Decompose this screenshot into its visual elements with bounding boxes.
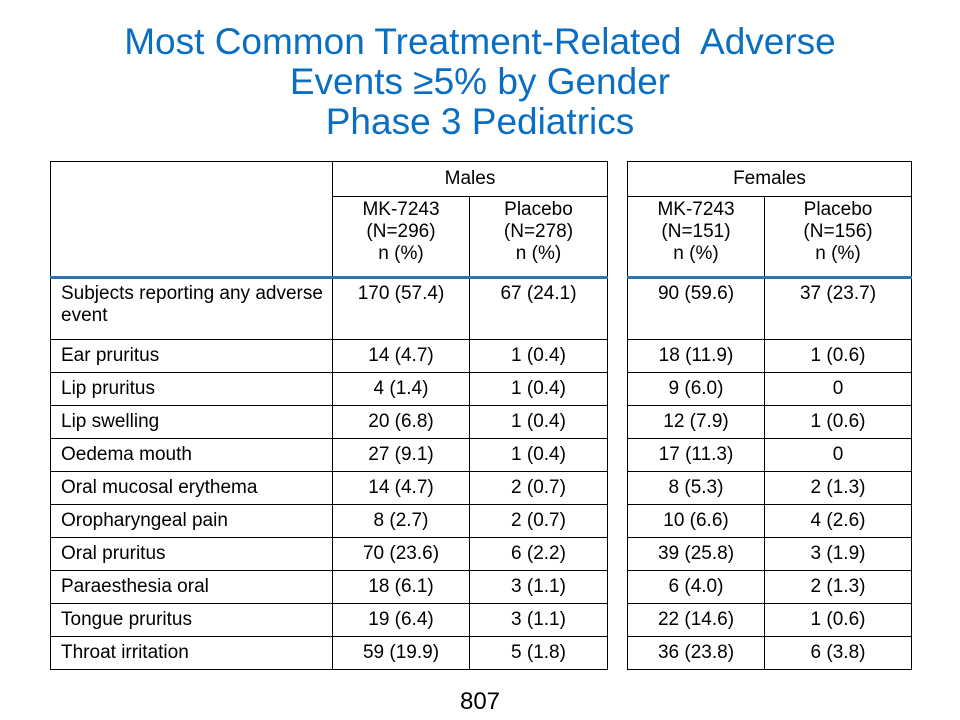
row-label: Paraesthesia oral [50, 570, 333, 604]
males-mk-value: 18 (6.1) [332, 570, 470, 604]
males-table: Males MK-7243 (N=296) n (%) Placebo (N=2… [50, 161, 608, 670]
table-row: Oral pruritus 70 (23.6) 6 (2.2) [50, 537, 608, 571]
males-placebo-value: 3 (1.1) [469, 570, 608, 604]
males-mk-value: 8 (2.7) [332, 504, 470, 538]
males-group-header: Males [332, 161, 608, 197]
males-mk-value: 70 (23.6) [332, 537, 470, 571]
males-placebo-value: 3 (1.1) [469, 603, 608, 637]
males-mk-value: 14 (4.7) [332, 471, 470, 505]
males-mk-value: 20 (6.8) [332, 405, 470, 439]
females-mk-value: 9 (6.0) [627, 372, 765, 406]
table-row: Ear pruritus 14 (4.7) 1 (0.4) [50, 339, 608, 373]
row-label: Oral pruritus [50, 537, 333, 571]
males-mk-value: 14 (4.7) [332, 339, 470, 373]
table-row: Oropharyngeal pain 8 (2.7) 2 (0.7) [50, 504, 608, 538]
females-mk-value: 12 (7.9) [627, 405, 765, 439]
males-mk-value: 19 (6.4) [332, 603, 470, 637]
males-placebo-value: 1 (0.4) [469, 438, 608, 472]
females-placebo-value: 6 (3.8) [763, 636, 913, 670]
table-row: 9 (6.0) 0 [627, 372, 913, 406]
males-placebo-value: 1 (0.4) [469, 339, 608, 373]
females-mk-header: MK-7243 (N=151) n (%) [627, 196, 765, 279]
slide-title: Most Common Treatment-Related Adverse Ev… [0, 22, 960, 142]
row-label: Throat irritation [50, 636, 333, 670]
females-placebo-value: 0 [763, 372, 913, 406]
females-mk-value: 36 (23.8) [627, 636, 765, 670]
females-mk-value: 39 (25.8) [627, 537, 765, 571]
title-line-1: Most Common Treatment-Related Adverse [124, 21, 836, 62]
table-row: 6 (4.0) 2 (1.3) [627, 570, 913, 604]
females-mk-value: 8 (5.3) [627, 471, 765, 505]
page-number: 807 [459, 688, 501, 715]
females-mk-value: 18 (11.9) [627, 339, 765, 373]
title-line-2: Events ≥5% by Gender [289, 61, 671, 102]
table-row: Paraesthesia oral 18 (6.1) 3 (1.1) [50, 570, 608, 604]
females-placebo-value: 1 (0.6) [763, 339, 913, 373]
females-table: Females MK-7243 (N=151) n (%) Placebo (N… [626, 161, 913, 670]
males-placebo-value: 67 (24.1) [469, 277, 608, 340]
females-mk-value: 22 (14.6) [627, 603, 765, 637]
females-mk-value: 90 (59.6) [627, 277, 765, 340]
table-row: 17 (11.3) 0 [627, 438, 913, 472]
table-row: 90 (59.6) 37 (23.7) [627, 277, 913, 340]
row-label: Ear pruritus [50, 339, 333, 373]
table-row: 39 (25.8) 3 (1.9) [627, 537, 913, 571]
females-placebo-value: 2 (1.3) [763, 570, 913, 604]
males-mk-value: 27 (9.1) [332, 438, 470, 472]
males-mk-value: 59 (19.9) [332, 636, 470, 670]
empty-header-cell [50, 161, 333, 279]
males-mk-value: 170 (57.4) [332, 277, 470, 340]
table-row: Oral mucosal erythema 14 (4.7) 2 (0.7) [50, 471, 608, 505]
table-row: Throat irritation 59 (19.9) 5 (1.8) [50, 636, 608, 670]
males-placebo-value: 2 (0.7) [469, 471, 608, 505]
table-row: 8 (5.3) 2 (1.3) [627, 471, 913, 505]
females-mk-value: 17 (11.3) [627, 438, 765, 472]
females-placebo-value: 1 (0.6) [763, 603, 913, 637]
females-placebo-value: 0 [763, 438, 913, 472]
males-mk-header: MK-7243 (N=296) n (%) [332, 196, 470, 279]
table-row: Lip swelling 20 (6.8) 1 (0.4) [50, 405, 608, 439]
row-label: Oedema mouth [50, 438, 333, 472]
females-placebo-value: 3 (1.9) [763, 537, 913, 571]
table-row: Tongue pruritus 19 (6.4) 3 (1.1) [50, 603, 608, 637]
males-placebo-value: 5 (1.8) [469, 636, 608, 670]
row-label: Lip pruritus [50, 372, 333, 406]
females-placebo-value: 2 (1.3) [763, 471, 913, 505]
females-placebo-value: 1 (0.6) [763, 405, 913, 439]
males-placebo-value: 1 (0.4) [469, 372, 608, 406]
table-row: 12 (7.9) 1 (0.6) [627, 405, 913, 439]
table-row: Subjects reporting any adverse event 170 … [50, 277, 608, 340]
row-label: Subjects reporting any adverse event [50, 277, 333, 340]
table-row: 36 (23.8) 6 (3.8) [627, 636, 913, 670]
males-mk-value: 4 (1.4) [332, 372, 470, 406]
title-line-3: Phase 3 Pediatrics [325, 101, 635, 142]
males-placebo-header: Placebo (N=278) n (%) [469, 196, 608, 279]
row-label: Oropharyngeal pain [50, 504, 333, 538]
males-placebo-value: 2 (0.7) [469, 504, 608, 538]
males-placebo-value: 1 (0.4) [469, 405, 608, 439]
table-row: Oedema mouth 27 (9.1) 1 (0.4) [50, 438, 608, 472]
row-label: Lip swelling [50, 405, 333, 439]
females-mk-value: 6 (4.0) [627, 570, 765, 604]
table-row: Lip pruritus 4 (1.4) 1 (0.4) [50, 372, 608, 406]
females-placebo-header: Placebo (N=156) n (%) [763, 196, 913, 279]
males-placebo-value: 6 (2.2) [469, 537, 608, 571]
table-row: 22 (14.6) 1 (0.6) [627, 603, 913, 637]
females-group-header: Females [626, 161, 913, 197]
row-label: Tongue pruritus [50, 603, 333, 637]
table-row: 10 (6.6) 4 (2.6) [627, 504, 913, 538]
table-row: 18 (11.9) 1 (0.6) [627, 339, 913, 373]
females-placebo-value: 4 (2.6) [763, 504, 913, 538]
row-label: Oral mucosal erythema [50, 471, 333, 505]
females-mk-value: 10 (6.6) [627, 504, 765, 538]
females-placebo-value: 37 (23.7) [763, 277, 913, 340]
